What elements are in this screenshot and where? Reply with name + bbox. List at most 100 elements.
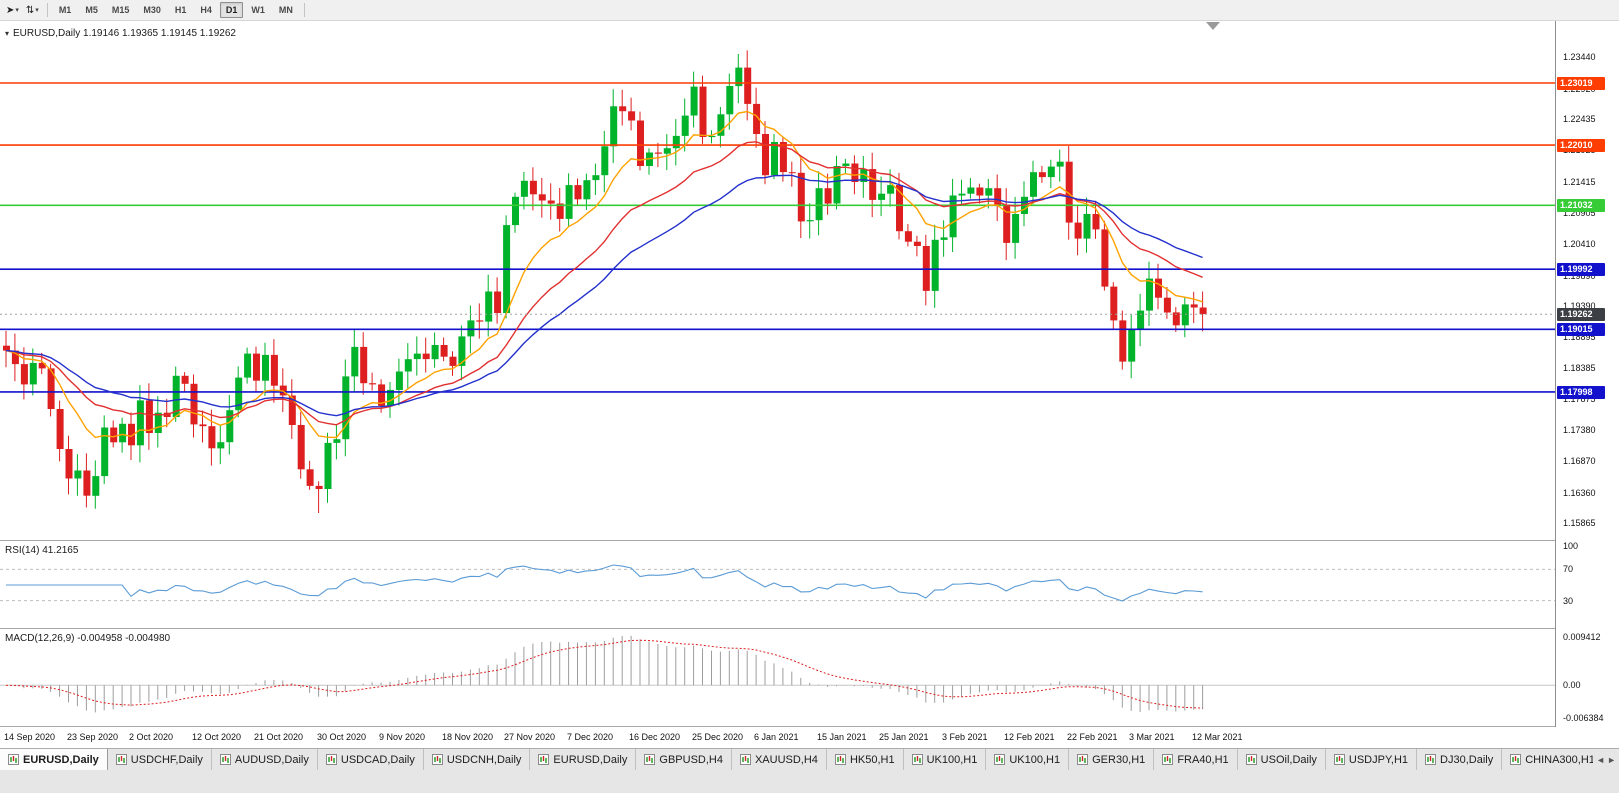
chart-tab-eurusd-daily[interactable]: EURUSD,Daily xyxy=(530,749,637,770)
candle xyxy=(574,178,582,205)
candle xyxy=(20,347,28,400)
candle xyxy=(708,130,716,144)
chart-tab-hk50-h1[interactable]: HK50,H1 xyxy=(826,749,904,770)
candle xyxy=(92,460,100,509)
macd-histogram xyxy=(14,635,1204,713)
timeframe-button-m30[interactable]: M30 xyxy=(143,5,161,15)
candle xyxy=(1012,196,1020,259)
price-tick-label: 1.23440 xyxy=(1563,52,1596,62)
date-tick-label: 3 Feb 2021 xyxy=(942,732,988,742)
tab-scroll-left-icon[interactable]: ◄ xyxy=(1596,754,1606,765)
date-tick-label: 30 Oct 2020 xyxy=(317,732,367,742)
timeframe-button-m1[interactable]: M1 xyxy=(58,5,72,15)
chart-tab-usdcad-daily[interactable]: USDCAD,Daily xyxy=(317,749,424,770)
tab-label: HK50,H1 xyxy=(849,753,895,766)
candle xyxy=(503,215,511,319)
chart-window[interactable]: ▾ EURUSD,Daily 1.19146 1.19365 1.19145 1… xyxy=(0,21,1619,748)
candle xyxy=(1056,149,1064,182)
chart-tab-usoil-daily[interactable]: USOil,Daily xyxy=(1237,749,1326,770)
chart-tab-usdchf-daily[interactable]: USDCHF,Daily xyxy=(107,749,212,770)
tab-chart-icon xyxy=(115,754,127,765)
macd-indicator-panel[interactable] xyxy=(0,629,1555,726)
candle xyxy=(949,178,957,252)
tab-scroll-right-icon[interactable]: ► xyxy=(1607,754,1616,765)
price-level-chip-1.22010: 1.22010 xyxy=(1557,139,1605,152)
chart-mode-button[interactable]: ⇅ ▾ xyxy=(23,4,42,17)
candle xyxy=(896,172,903,240)
timeframe-button-h4[interactable]: H4 xyxy=(200,5,212,15)
chart-tab-fra40-h1[interactable]: FRA40,H1 xyxy=(1154,749,1238,770)
candle xyxy=(404,343,412,389)
candle xyxy=(136,385,144,463)
chart-tab-china300-h1[interactable]: CHINA300,H1 xyxy=(1502,749,1593,770)
timeframe-button-d1[interactable]: D1 xyxy=(219,2,244,18)
timeframe-button-m15[interactable]: M15 xyxy=(111,5,130,15)
chart-tab-eurusd-daily[interactable]: EURUSD,Daily xyxy=(0,749,108,770)
date-tick-label: 2 Oct 2020 xyxy=(129,732,174,742)
candle xyxy=(110,420,118,448)
candle xyxy=(342,359,350,457)
candle xyxy=(360,332,368,395)
main-price-chart[interactable] xyxy=(0,21,1555,540)
candle xyxy=(904,224,912,247)
candle xyxy=(190,374,198,438)
candle xyxy=(1119,310,1127,370)
candle xyxy=(217,425,225,465)
panel-separator[interactable] xyxy=(0,628,1619,629)
candle xyxy=(262,342,269,396)
candle xyxy=(449,351,457,376)
tab-label: GBPUSD,H4 xyxy=(659,753,723,766)
chart-tab-uk100-h1[interactable]: UK100,H1 xyxy=(903,749,987,770)
price-axis[interactable]: 1.234401.229201.224351.219251.214151.209… xyxy=(1555,21,1619,727)
timeframe-button-h1[interactable]: H1 xyxy=(174,5,187,15)
candle xyxy=(306,460,314,490)
price-tick-label: 1.20905 xyxy=(1563,208,1596,218)
candle xyxy=(1030,160,1037,205)
tab-chart-icon xyxy=(538,754,550,765)
candle xyxy=(601,130,609,193)
candle xyxy=(1181,296,1189,338)
candle xyxy=(806,203,814,239)
date-tick-label: 6 Jan 2021 xyxy=(754,732,799,742)
chart-shift-marker[interactable] xyxy=(1206,22,1220,30)
candle xyxy=(753,87,761,148)
price-tick-label: 1.15865 xyxy=(1563,518,1596,528)
candle xyxy=(226,395,234,455)
candle xyxy=(485,274,493,337)
cursor-tool-button[interactable]: ➤ ▾ xyxy=(3,4,22,17)
timeframe-button-m5[interactable]: M5 xyxy=(85,5,98,15)
time-axis[interactable]: 14 Sep 2020 23 Sep 2020 2 Oct 2020 12 Oct 2… xyxy=(0,727,1619,748)
chart-tab-usdjpy-h1[interactable]: USDJPY,H1 xyxy=(1325,749,1418,770)
candle xyxy=(583,173,591,210)
chart-tab-uk100-h1[interactable]: UK100,H1 xyxy=(986,749,1070,770)
candle xyxy=(538,177,546,218)
candle xyxy=(324,432,332,503)
candle xyxy=(333,424,341,460)
candle xyxy=(512,192,519,233)
price-tick-label: 1.17380 xyxy=(1563,425,1596,435)
chart-tab-xauusd-h4[interactable]: XAUUSD,H4 xyxy=(731,749,827,770)
rsi-indicator-panel[interactable] xyxy=(0,541,1555,628)
timeframe-button-mn[interactable]: MN xyxy=(278,5,293,15)
chart-tab-dj30-daily[interactable]: DJ30,Daily xyxy=(1417,749,1503,770)
candle xyxy=(1199,291,1207,332)
candle xyxy=(244,347,252,384)
candle xyxy=(413,336,421,376)
candle xyxy=(1101,220,1109,291)
candle xyxy=(3,330,10,368)
candle xyxy=(145,383,153,450)
panel-separator[interactable] xyxy=(0,540,1619,541)
candle xyxy=(922,234,930,306)
chart-tab-gbpusd-h4[interactable]: GBPUSD,H4 xyxy=(636,749,732,770)
candle xyxy=(869,152,877,218)
candle xyxy=(208,409,216,466)
symbol-dropdown-icon[interactable]: ▾ xyxy=(5,29,10,38)
chart-tab-audusd-daily[interactable]: AUDUSD,Daily xyxy=(211,749,318,770)
price-level-chip-1.19015: 1.19015 xyxy=(1557,323,1605,336)
candle xyxy=(1074,205,1082,256)
chart-tab-ger30-h1[interactable]: GER30,H1 xyxy=(1069,749,1155,770)
candle xyxy=(315,481,323,513)
chart-tab-usdcnh-daily[interactable]: USDCNH,Daily xyxy=(423,749,531,770)
candle xyxy=(101,415,109,485)
timeframe-button-w1[interactable]: W1 xyxy=(251,5,265,15)
